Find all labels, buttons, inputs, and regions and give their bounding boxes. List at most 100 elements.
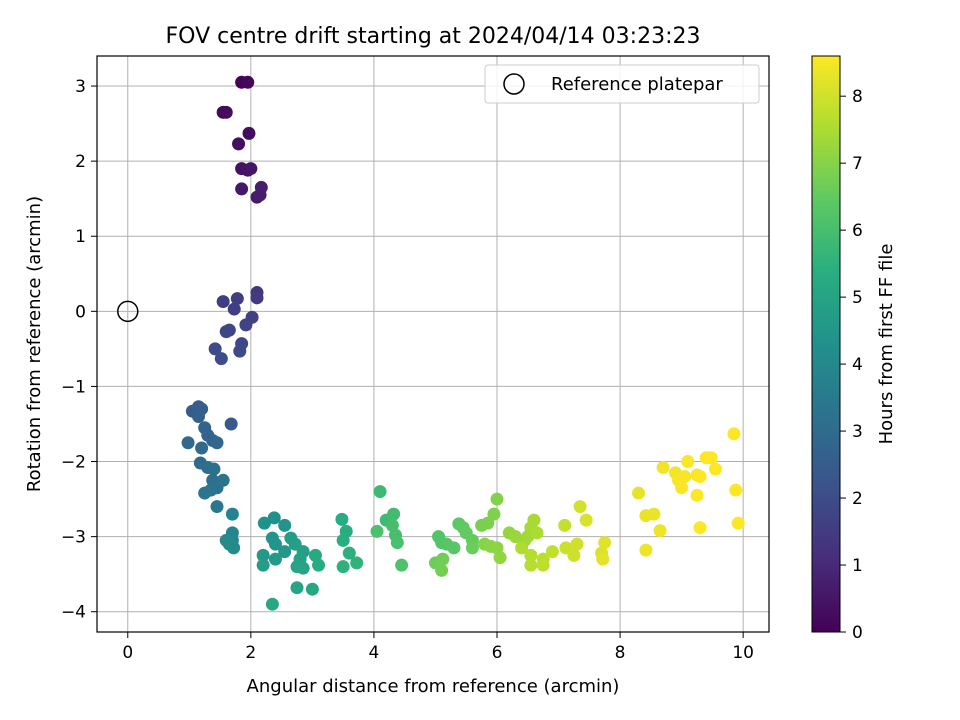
data-point [490, 541, 504, 555]
colorbar-tick-label: 8 [852, 87, 863, 107]
data-point [545, 545, 559, 559]
legend: Reference platepar [484, 64, 760, 104]
data-point [515, 541, 529, 555]
x-axis-ticks: 0 2 4 6 8 10 [122, 632, 754, 663]
colorbar-label: Hours from first FF file [876, 244, 897, 445]
data-point [693, 470, 707, 484]
data-point [268, 537, 282, 551]
data-point [342, 546, 356, 560]
y-tick-label: 3 [75, 77, 86, 97]
data-point [278, 545, 292, 559]
x-tick-label: 8 [615, 643, 626, 663]
data-point [268, 552, 282, 566]
data-point [370, 524, 384, 538]
y-tick-label: 1 [75, 227, 86, 247]
data-point [527, 513, 541, 527]
chart-title: FOV centre drift starting at 2024/04/14 … [166, 24, 701, 49]
data-point [573, 500, 587, 514]
y-tick-label: −4 [61, 603, 86, 623]
data-point [312, 558, 326, 572]
data-point [596, 552, 610, 566]
colorbar-ticks: 0 1 2 3 4 5 6 7 8 [840, 87, 863, 643]
data-point [198, 486, 212, 500]
data-point [216, 473, 230, 487]
colorbar-tick-label: 0 [852, 623, 863, 643]
data-point [242, 126, 256, 140]
data-point [224, 417, 238, 431]
grid-lines [97, 56, 769, 632]
data-point [350, 556, 364, 570]
data-point [219, 105, 233, 119]
reference-marker [117, 300, 139, 323]
data-point [487, 507, 501, 521]
colorbar-tick-label: 6 [852, 221, 863, 241]
data-point [681, 455, 695, 469]
data-point [210, 436, 224, 450]
data-point [704, 451, 718, 465]
data-point [558, 518, 572, 532]
data-point [385, 518, 399, 532]
data-point [278, 518, 292, 532]
data-point [214, 352, 228, 366]
data-point [693, 521, 707, 535]
x-tick-label: 2 [245, 643, 256, 663]
colorbar-tick-label: 7 [852, 154, 863, 174]
colorbar-gradient [811, 55, 841, 633]
data-point [395, 558, 409, 572]
x-axis-label: Angular distance from reference (arcmin) [247, 676, 620, 697]
data-point [387, 507, 401, 521]
data-point [227, 541, 241, 555]
data-point [435, 563, 449, 577]
data-point [296, 561, 310, 575]
data-point [254, 180, 268, 194]
data-point [216, 295, 230, 309]
data-point [230, 292, 244, 306]
data-point [598, 536, 612, 550]
data-point [257, 516, 271, 530]
data-point [207, 462, 221, 476]
y-axis-label: Rotation from reference (arcmin) [24, 196, 45, 492]
data-point [232, 137, 246, 151]
x-tick-label: 10 [732, 643, 754, 663]
legend-reference-marker-icon [503, 73, 525, 95]
data-point [290, 581, 304, 595]
data-point [447, 541, 461, 555]
data-point [570, 537, 584, 551]
y-axis-ticks: −4 −3 −2 −1 0 1 2 3 [61, 77, 97, 623]
data-point [265, 597, 279, 611]
y-tick-label: −3 [61, 528, 86, 548]
data-point [195, 441, 209, 455]
data-point [225, 507, 239, 521]
data-point [267, 511, 281, 525]
data-point [436, 552, 450, 566]
data-point [490, 492, 504, 506]
colorbar-tick-label: 5 [852, 288, 863, 308]
data-point [250, 291, 264, 305]
data-point [308, 548, 322, 562]
data-point [181, 436, 195, 450]
y-tick-label: −1 [61, 377, 86, 397]
data-point [465, 541, 479, 555]
data-point [729, 483, 743, 497]
data-point [210, 500, 224, 514]
data-point [336, 533, 350, 547]
colorbar-tick-label: 4 [852, 355, 863, 375]
data-point [373, 485, 387, 499]
x-tick-label: 4 [369, 643, 380, 663]
data-point [336, 560, 350, 574]
data-point [256, 558, 270, 572]
data-point [524, 548, 538, 562]
legend-box [484, 64, 760, 104]
data-point [390, 536, 404, 550]
y-tick-label: −2 [61, 453, 86, 473]
data-point [731, 516, 745, 530]
data-point [227, 302, 241, 316]
data-point [493, 551, 507, 565]
data-point [256, 548, 270, 562]
data-point [675, 481, 689, 495]
data-point [727, 427, 741, 441]
data-point [335, 512, 349, 526]
data-point [524, 558, 538, 572]
data-point [192, 409, 206, 423]
